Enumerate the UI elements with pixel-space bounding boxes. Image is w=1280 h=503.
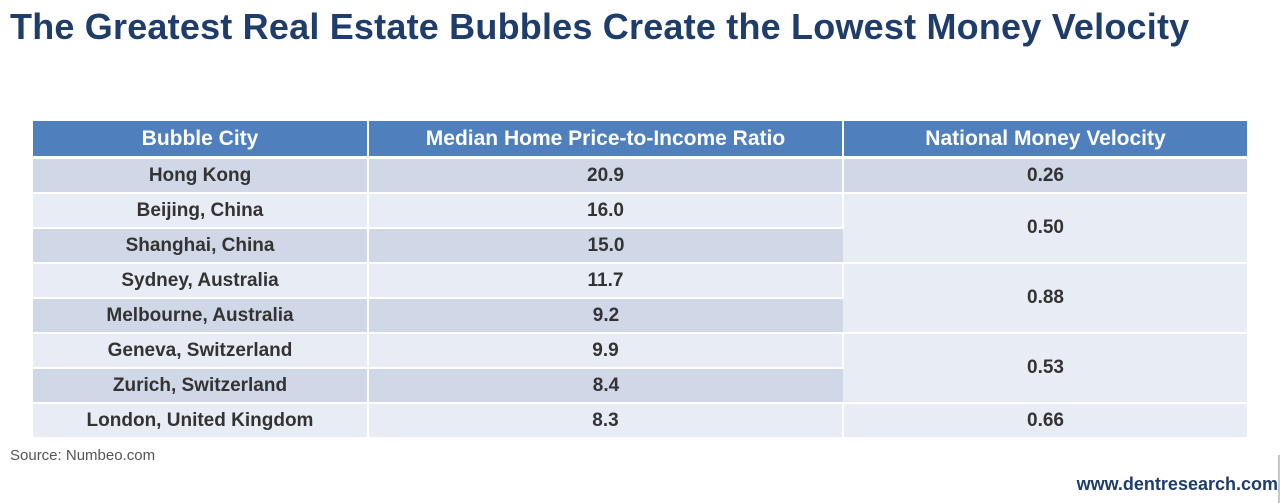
city-cell: Zurich, Switzerland <box>33 368 369 404</box>
velocity-cell: 0.26 <box>843 157 1247 194</box>
city-cell: Sydney, Australia <box>33 263 369 299</box>
header-price-to-income: Median Home Price-to-Income Ratio <box>368 121 844 159</box>
header-bubble-city: Bubble City <box>33 121 369 159</box>
city-cell: Melbourne, Australia <box>33 298 369 334</box>
ratio-cell: 15.0 <box>368 228 843 264</box>
table-row: Sydney, Australia 11.7 0.88 <box>33 263 1247 334</box>
ratio-cell: 16.0 <box>368 193 844 229</box>
edge-divider <box>1278 455 1280 503</box>
source-note: Source: Numbeo.com <box>10 447 156 464</box>
table-row: Hong Kong 20.9 0.26 <box>33 157 1247 194</box>
city-cell: Beijing, China <box>33 193 369 229</box>
city-cell: Hong Kong <box>33 157 369 194</box>
table-row: Shanghai, China 15.0 <box>33 228 1247 264</box>
ratio-cell: 20.9 <box>368 157 844 194</box>
ratio-cell: 9.9 <box>368 333 844 369</box>
table-row: Melbourne, Australia 9.2 <box>33 298 1247 334</box>
ratio-cell: 8.3 <box>368 403 844 439</box>
table-row: Geneva, Switzerland 9.9 0.53 <box>33 333 1247 404</box>
velocity-cell: 0.50 <box>843 193 1247 264</box>
velocity-cell: 0.53 <box>843 333 1247 404</box>
website-link[interactable]: www.dentresearch.com <box>1076 474 1278 494</box>
city-cell: Shanghai, China <box>33 228 369 264</box>
velocity-cell: 0.66 <box>843 403 1247 439</box>
bubble-cities-table: Bubble City Median Home Price-to-Income … <box>33 121 1247 439</box>
table-row: London, United Kingdom 8.3 0.66 <box>33 403 1247 439</box>
ratio-cell: 11.7 <box>368 263 844 299</box>
table-header-row: Bubble City Median Home Price-to-Income … <box>33 121 1247 159</box>
page-title: The Greatest Real Estate Bubbles Create … <box>10 6 1190 47</box>
ratio-cell: 9.2 <box>368 298 843 334</box>
table-row: Beijing, China 16.0 0.50 <box>33 193 1247 264</box>
city-cell: Geneva, Switzerland <box>33 333 369 369</box>
header-money-velocity: National Money Velocity <box>843 121 1247 159</box>
ratio-cell: 8.4 <box>368 368 843 404</box>
city-cell: London, United Kingdom <box>33 403 369 439</box>
table-row: Zurich, Switzerland 8.4 <box>33 368 1247 404</box>
velocity-cell: 0.88 <box>843 263 1247 334</box>
